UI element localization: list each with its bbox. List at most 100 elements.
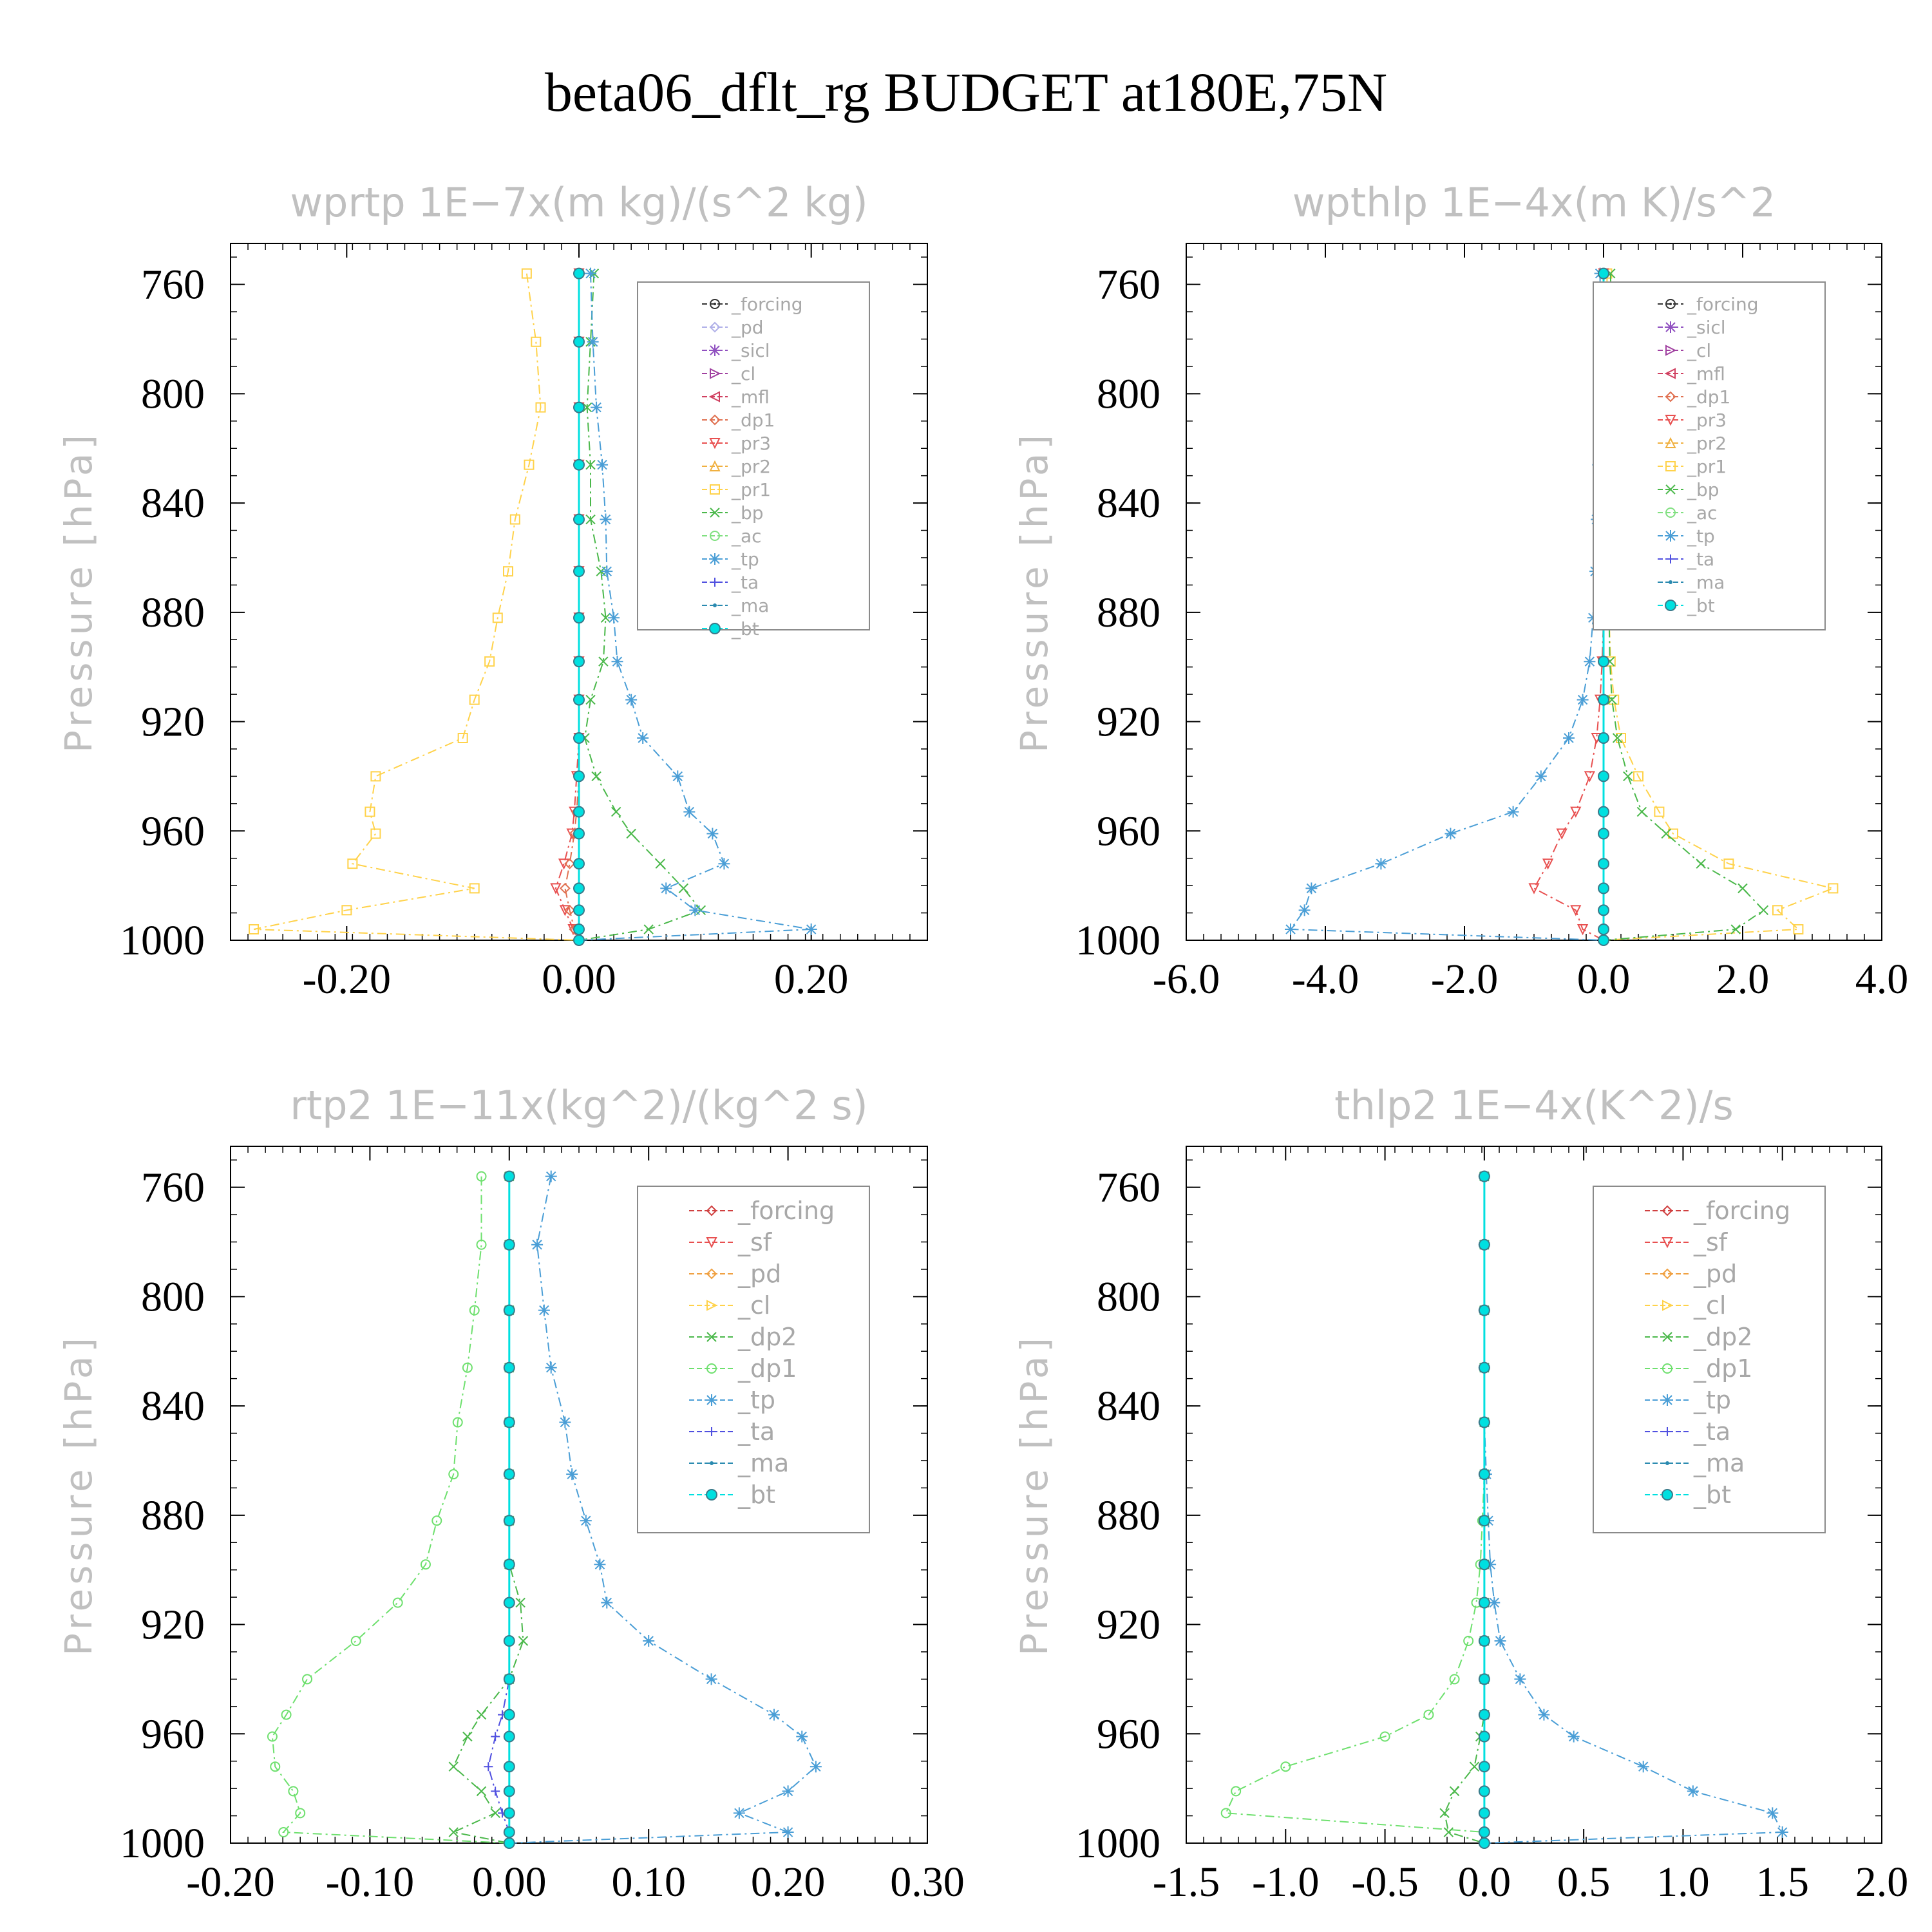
series-point-bt <box>503 1709 515 1721</box>
series-point-tp <box>611 656 623 668</box>
series-point-pr1 <box>1654 806 1665 817</box>
series-point-tp <box>1637 1761 1649 1773</box>
series-point-bt <box>1478 1785 1490 1797</box>
y-tick-label: 1000 <box>120 1820 205 1867</box>
panel-2: wpthlp 1E−4x(m K)/s^2 Pressure [hPa] -6.0 -… <box>1012 179 1908 1003</box>
series-point-tp <box>1305 882 1318 895</box>
series-point-bt <box>1478 1416 1490 1428</box>
legend-marker <box>706 1363 717 1374</box>
series-point-bt <box>1478 1170 1490 1182</box>
series-line-ta <box>488 1176 510 1843</box>
legend-entry-tp: _tp <box>737 1386 775 1414</box>
series-point-dp1 <box>559 882 571 894</box>
series-point-bp <box>1607 694 1617 705</box>
legend-marker <box>1665 299 1676 309</box>
series-point-pr3 <box>1577 924 1589 936</box>
series-point-dp2 <box>1449 1786 1460 1797</box>
legend-entry-pr1: _pr1 <box>731 479 771 500</box>
legend-entry-bp: _bp <box>731 502 764 524</box>
series-point-pr1 <box>1793 924 1804 935</box>
series-point-pr3 <box>558 858 570 870</box>
x-tick-label: 2.0 <box>1716 956 1770 1003</box>
legend-entry-tp: _tp <box>1687 526 1715 547</box>
series-point-tp <box>559 1416 571 1428</box>
x-tick-label: -0.20 <box>186 1859 274 1906</box>
series-point-pr1 <box>521 268 532 279</box>
series-point-pr3 <box>1570 905 1582 916</box>
series-point-bt <box>503 1416 515 1428</box>
legend-entry-forcing: _forcing <box>1693 1197 1790 1225</box>
y-tick-label: 840 <box>1097 1383 1160 1430</box>
legend-entry-dp1: _dp1 <box>737 1354 797 1383</box>
series-point-bt <box>1478 1596 1490 1609</box>
series-point-bt <box>503 1361 515 1374</box>
series-point-bt <box>503 1558 515 1571</box>
x-tick-label: -0.20 <box>303 956 391 1003</box>
x-tick-label: 0.0 <box>1458 1859 1511 1906</box>
series-point-bt <box>573 267 585 279</box>
series-point-bt <box>1478 1238 1490 1251</box>
series-point-pr1 <box>1668 828 1678 839</box>
series-point-bt <box>1598 267 1609 279</box>
legend-entry-pd: _pd <box>731 317 764 338</box>
x-tick-label: 1.0 <box>1656 1859 1710 1906</box>
series-point-pr1 <box>502 566 513 577</box>
series-point-dp2 <box>490 1808 500 1819</box>
series-point-bt <box>1478 1761 1490 1773</box>
series-point-tp <box>538 1304 550 1316</box>
series-point-bp <box>600 612 611 623</box>
legend-marker <box>1665 461 1676 471</box>
series-point-tp <box>706 828 719 840</box>
series-line-dp1 <box>564 273 580 941</box>
series-point-bt <box>1598 828 1609 840</box>
legend-marker <box>1669 580 1672 584</box>
series-point-dp2 <box>1443 1827 1454 1837</box>
series-point-dp2 <box>1439 1808 1450 1819</box>
legend-entry-forcing: _forcing <box>1687 294 1759 315</box>
series-line-dp1 <box>271 1176 509 1844</box>
y-tick-label: 760 <box>141 261 205 308</box>
legend-entry-ac: _ac <box>1687 502 1718 524</box>
series-point-ta <box>491 1786 500 1796</box>
series-point-pr1 <box>370 828 381 839</box>
series-point-dp1 <box>1231 1786 1242 1797</box>
y-tick-label: 880 <box>141 589 205 636</box>
x-tick-label: 1.5 <box>1756 1859 1809 1906</box>
series-point-bt <box>1598 656 1609 668</box>
series-point-dp2 <box>1469 1761 1480 1772</box>
series-point-bt <box>573 828 585 840</box>
series-point-bt <box>1478 1304 1490 1316</box>
series-point-pr1 <box>341 905 352 916</box>
series-point-pr3 <box>1556 828 1567 840</box>
legend-marker <box>1662 1237 1673 1249</box>
legend-entry-mfl: _mfl <box>731 386 770 408</box>
series-point-tp <box>608 612 620 624</box>
series-point-tp <box>1535 770 1547 782</box>
series-point-pr1 <box>1633 771 1643 782</box>
series-point-dp1 <box>392 1597 403 1608</box>
y-tick-label: 1000 <box>1075 917 1160 964</box>
series-point-bt <box>573 934 585 946</box>
legend-entry-pr3: _pr3 <box>1687 410 1727 431</box>
x-tick-label: -1.5 <box>1153 1859 1220 1906</box>
series-point-pr1 <box>492 612 503 623</box>
series-point-tp <box>580 1515 592 1527</box>
x-tick-label: 0.20 <box>751 1859 826 1906</box>
y-tick-label: 800 <box>141 370 205 417</box>
series-point-pr1 <box>484 656 495 667</box>
series-point-bt <box>573 770 585 782</box>
legend-marker <box>708 391 720 402</box>
legend-entry-ta: _ta <box>1687 549 1714 570</box>
series-point-bp <box>1758 905 1769 916</box>
series-point-dp1 <box>476 1171 487 1182</box>
y-tick-label: 880 <box>1097 589 1160 636</box>
series-point-ta <box>484 1762 493 1772</box>
series-point-dp2 <box>448 1761 459 1772</box>
series-point-bt <box>573 459 585 471</box>
y-tick-label: 760 <box>1097 1164 1160 1211</box>
series-point-bp <box>1661 828 1671 839</box>
series-point-dp1 <box>302 1674 313 1685</box>
series-point-pr1 <box>347 858 358 869</box>
series-point-pr3 <box>1570 806 1582 818</box>
series-point-dp1 <box>469 1305 480 1316</box>
